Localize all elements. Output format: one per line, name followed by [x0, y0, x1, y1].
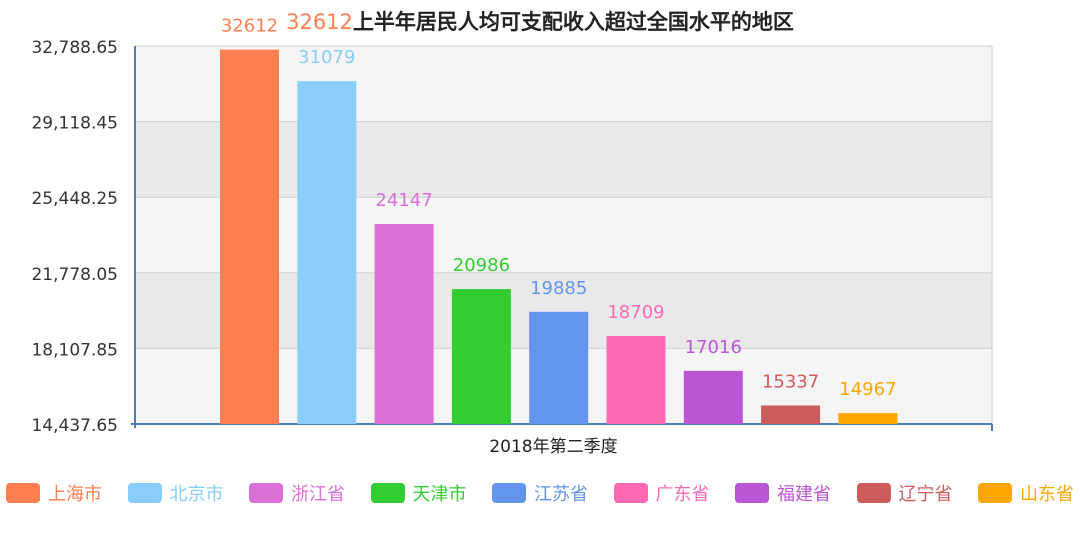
legend-swatch [492, 483, 526, 503]
bar [683, 370, 743, 424]
bar [451, 289, 511, 424]
y-tick-label: 18,107.85 [31, 340, 118, 360]
bar [220, 49, 279, 424]
y-tick-label: 29,118.45 [31, 114, 118, 134]
bar [529, 311, 589, 424]
bar-data-label: 24147 [375, 190, 432, 211]
y-tick-label: 14,437.65 [31, 416, 118, 436]
bar [374, 224, 434, 424]
legend-swatch [249, 483, 283, 503]
bar-data-label: 19885 [530, 278, 587, 299]
legend-swatch [978, 483, 1012, 503]
legend-item[interactable]: 江苏省 [492, 478, 588, 508]
legend-item[interactable]: 山东省 [978, 478, 1074, 508]
legend-swatch [856, 483, 891, 503]
y-tick-label: 25,448.25 [31, 189, 118, 209]
bar-data-label: 20986 [453, 255, 510, 276]
legend-item[interactable]: 北京市 [127, 478, 224, 508]
legend-swatch [613, 483, 648, 503]
legend-label: 山东省 [1020, 484, 1074, 505]
bar-data-label: 31079 [298, 47, 355, 68]
bar [838, 413, 898, 424]
legend-item[interactable]: 天津市 [370, 478, 467, 508]
legend-label: 福建省 [777, 484, 831, 505]
legend-swatch [735, 483, 769, 503]
title-prefix: 32612 [286, 10, 353, 34]
y-tick-label: 21,778.05 [31, 265, 118, 285]
legend-label: 北京市 [169, 484, 224, 505]
legend-item[interactable]: 辽宁省 [856, 478, 953, 508]
y-tick-label: 32,788.65 [31, 38, 118, 58]
bar-chart: 14,437.65 18,107.85 21,778.05 25,448.25 29,1… [31, 16, 993, 457]
legend-label: 天津市 [412, 484, 467, 505]
bar-data-label: 18709 [607, 302, 664, 323]
legend-swatch [127, 483, 162, 503]
legend-label: 江苏省 [534, 484, 588, 505]
legend: 上海市 北京市 浙江省 天津市 江苏省 广东省 福建省 辽宁省 山东省 [0, 478, 1080, 508]
x-axis-label: 2018年第二季度 [489, 437, 617, 457]
legend-label: 广东省 [655, 484, 710, 505]
legend-label: 上海市 [48, 484, 102, 505]
bar [297, 81, 357, 424]
legend-swatch [370, 483, 405, 503]
bar-data-label: 14967 [839, 379, 896, 400]
bar-data-label: 32612 [221, 16, 278, 37]
bar [761, 405, 821, 424]
title-text: 上半年居民人均可支配收入超过全国水平的地区 [352, 10, 794, 34]
chart-title: 32612上半年居民人均可支配收入超过全国水平的地区 [0, 6, 1080, 36]
legend-label: 辽宁省 [898, 484, 953, 505]
legend-label: 浙江省 [291, 484, 345, 505]
legend-item[interactable]: 上海市 [6, 478, 102, 508]
bar-data-label: 17016 [685, 337, 742, 358]
bar-data-label: 15337 [762, 371, 819, 392]
legend-item[interactable]: 福建省 [735, 478, 831, 508]
legend-swatch [6, 483, 40, 503]
bar [606, 336, 666, 424]
legend-item[interactable]: 浙江省 [249, 478, 345, 508]
legend-item[interactable]: 广东省 [613, 478, 710, 508]
